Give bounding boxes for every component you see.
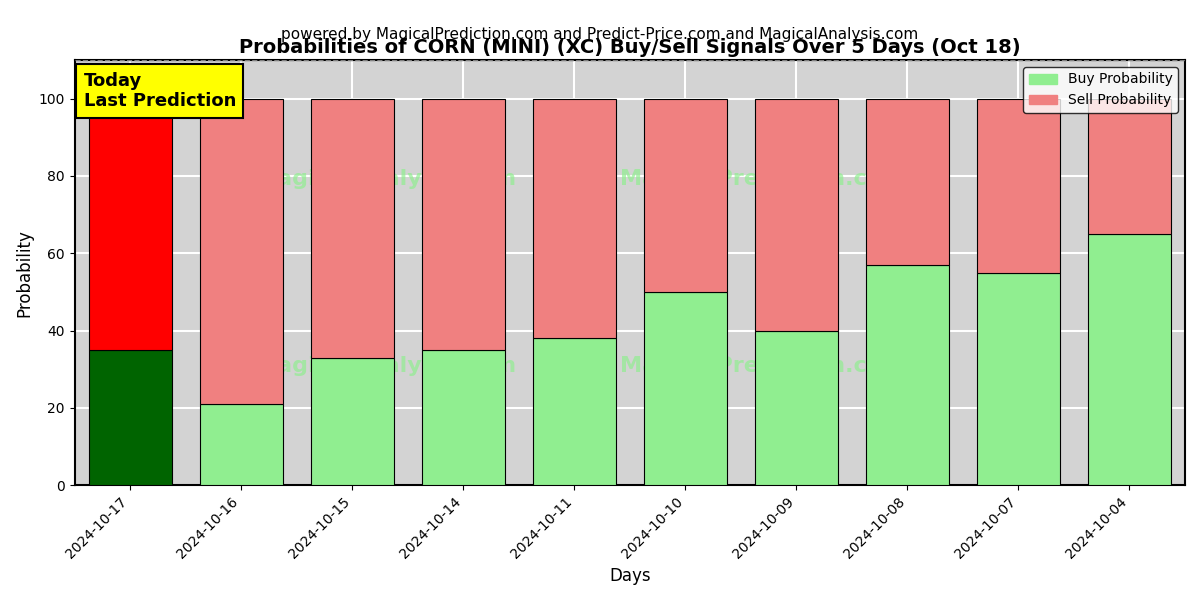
Bar [89,350,172,485]
Text: powered by MagicalPrediction.com and Predict-Price.com and MagicalAnalysis.com: powered by MagicalPrediction.com and Pre… [281,27,919,42]
Bar [643,98,727,292]
Bar [977,272,1060,485]
Bar [865,98,949,265]
Legend: Buy Probability, Sell Probability: Buy Probability, Sell Probability [1024,67,1178,113]
Text: MagicalAnalysis.com: MagicalAnalysis.com [254,356,516,376]
Text: MagicalAnalysis.com: MagicalAnalysis.com [254,169,516,189]
Bar [199,404,283,485]
Bar [1088,98,1171,234]
Bar [755,98,838,331]
X-axis label: Days: Days [610,567,650,585]
Bar [1088,234,1171,485]
Bar [533,98,616,338]
Y-axis label: Probability: Probability [16,229,34,317]
Bar [311,358,394,485]
Bar [533,338,616,485]
Bar [421,350,505,485]
Bar [89,98,172,350]
Bar [643,292,727,485]
Bar [421,98,505,350]
Text: MagicalPrediction.com: MagicalPrediction.com [620,356,906,376]
Text: MagicalPrediction.com: MagicalPrediction.com [620,169,906,189]
Bar [865,265,949,485]
Bar [199,98,283,404]
Bar [977,98,1060,272]
Bar [755,331,838,485]
Title: Probabilities of CORN (MINI) (XC) Buy/Sell Signals Over 5 Days (Oct 18): Probabilities of CORN (MINI) (XC) Buy/Se… [239,38,1021,57]
Bar [311,98,394,358]
Text: Today
Last Prediction: Today Last Prediction [84,71,236,110]
